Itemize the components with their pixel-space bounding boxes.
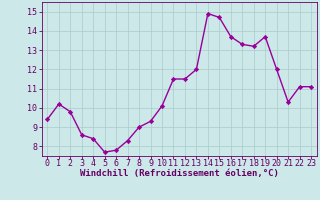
X-axis label: Windchill (Refroidissement éolien,°C): Windchill (Refroidissement éolien,°C) [80, 169, 279, 178]
